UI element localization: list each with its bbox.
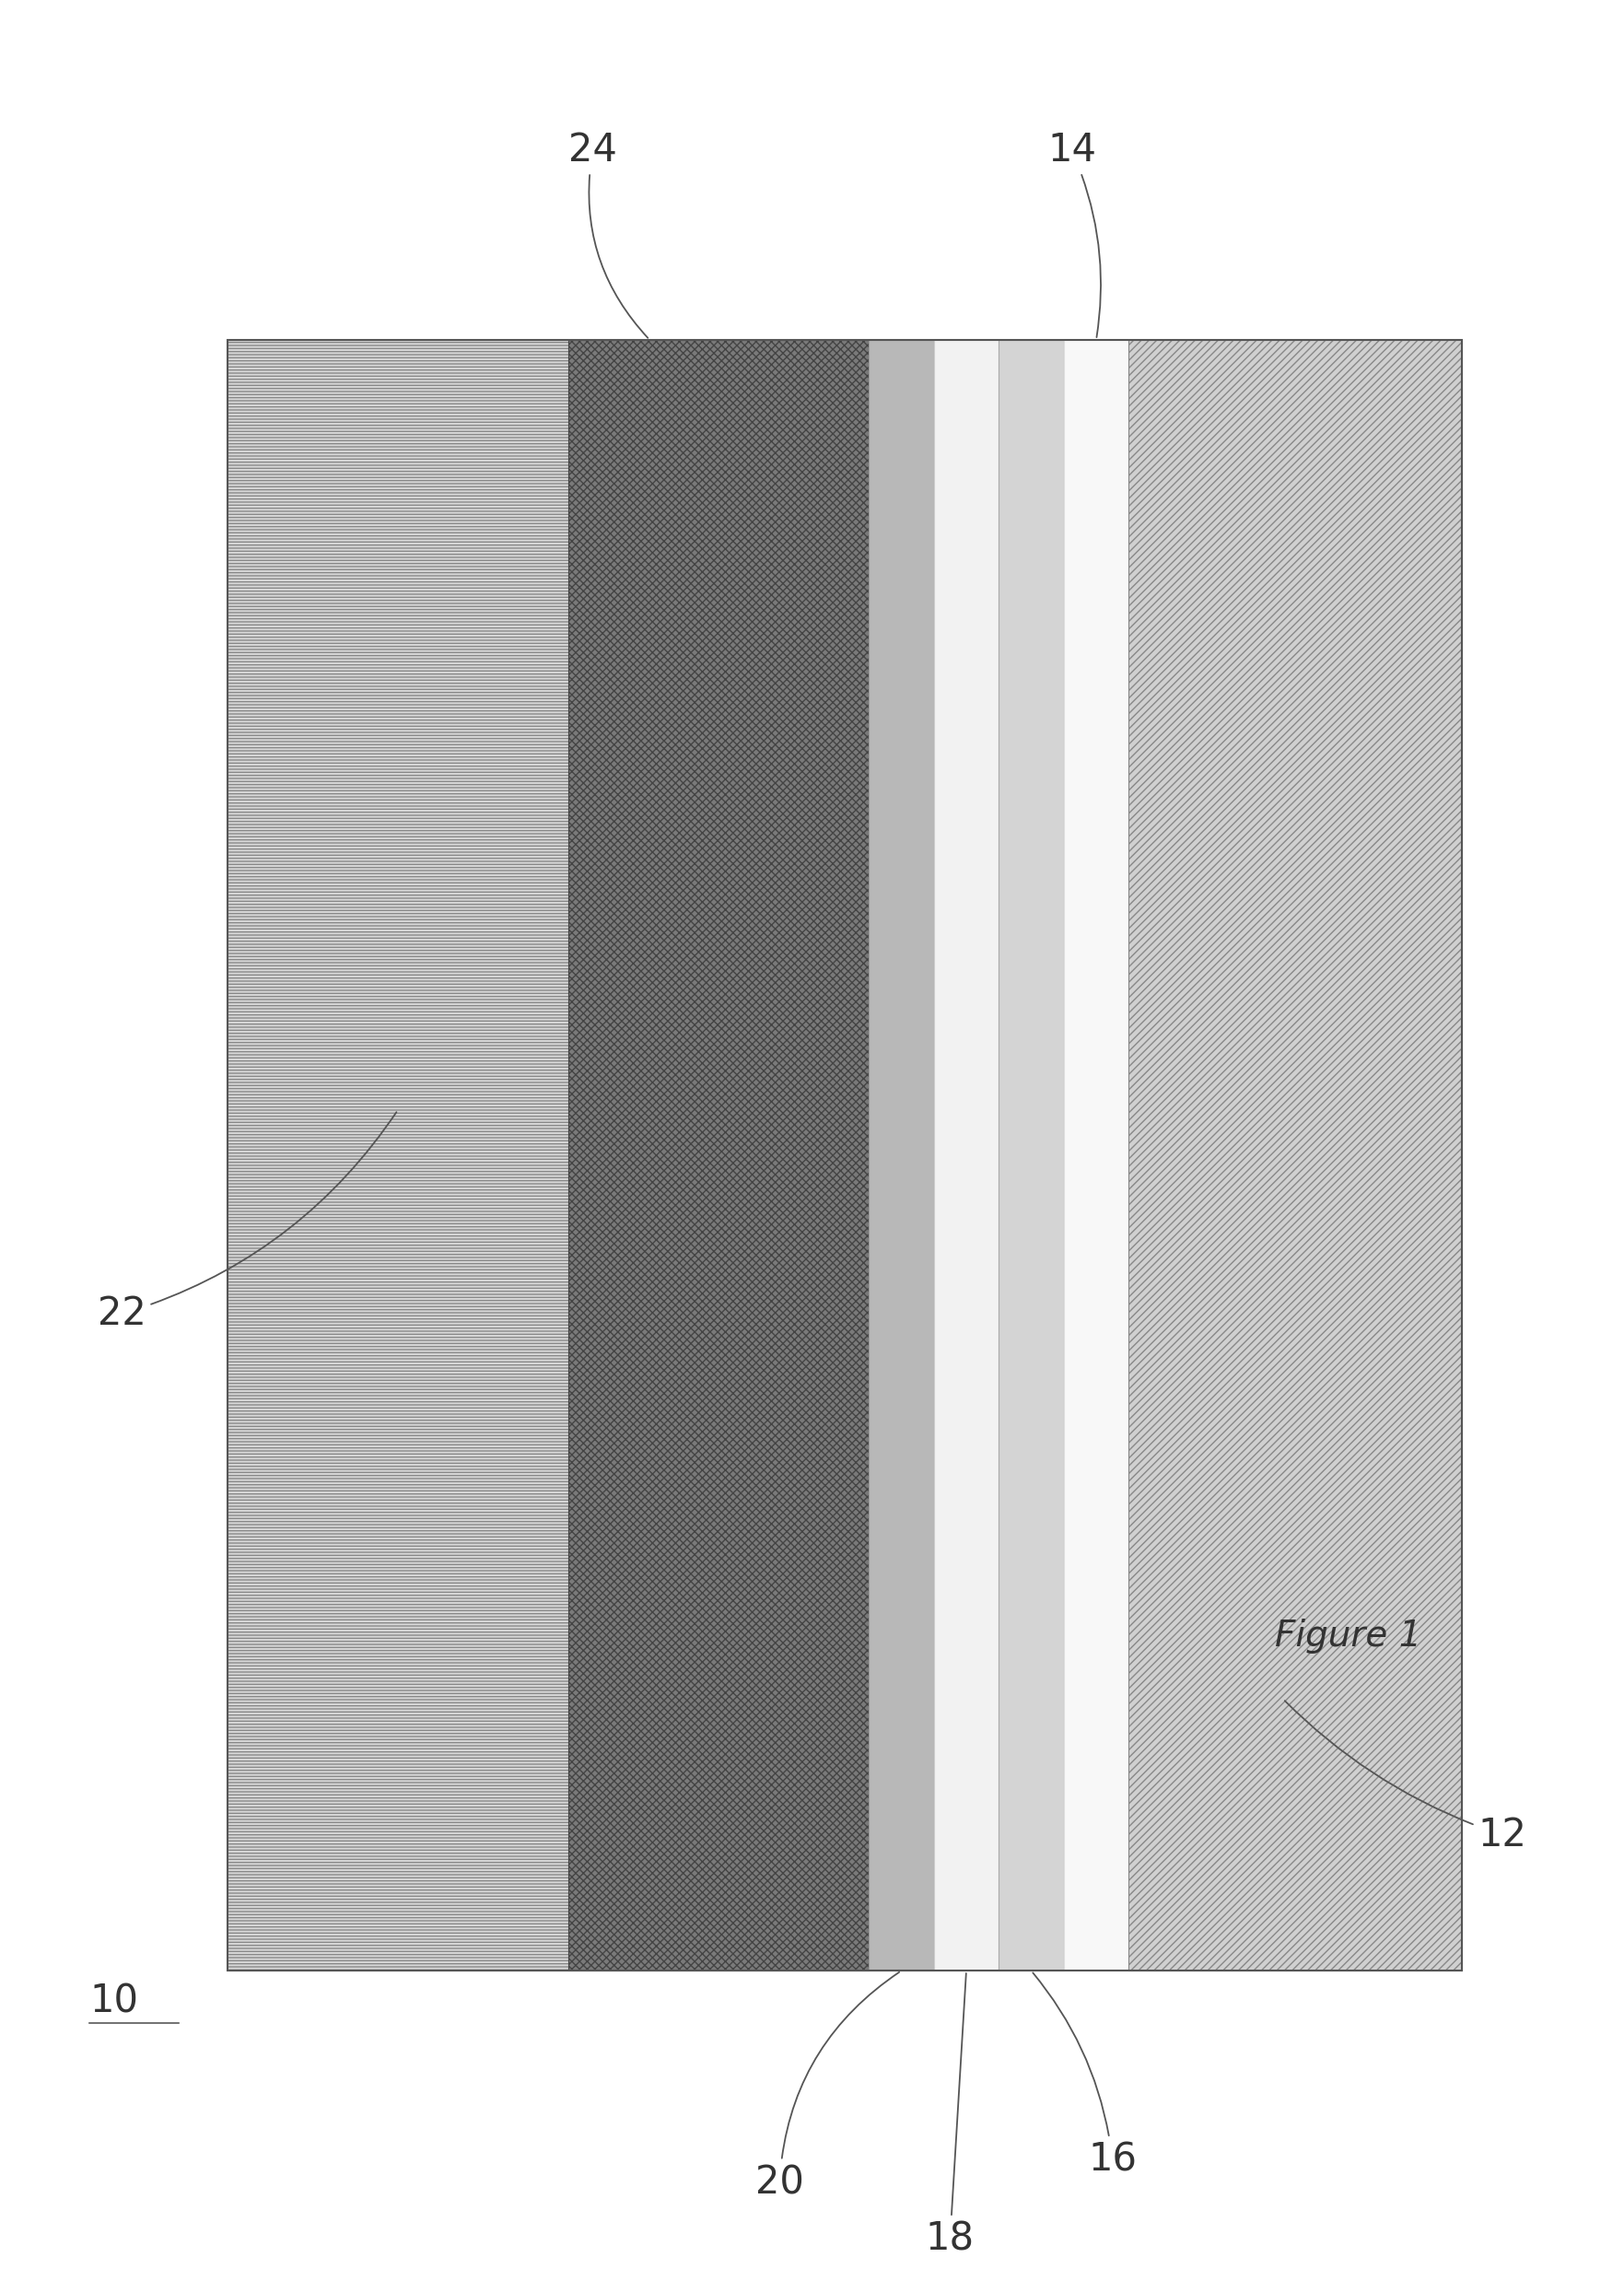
Text: 22: 22 xyxy=(97,1112,396,1334)
Text: 14: 14 xyxy=(1047,132,1101,338)
Text: 12: 12 xyxy=(1285,1702,1527,1854)
Bar xyxy=(999,340,1064,1972)
Bar xyxy=(934,340,999,1972)
Bar xyxy=(869,340,934,1972)
Bar xyxy=(1064,340,1129,1972)
Text: 16: 16 xyxy=(1033,1972,1137,2178)
Text: Figure 1: Figure 1 xyxy=(1275,1618,1421,1654)
Text: 10: 10 xyxy=(89,1983,138,2022)
Bar xyxy=(1129,340,1462,1972)
Bar xyxy=(227,340,568,1972)
Bar xyxy=(227,340,1462,1972)
Text: 18: 18 xyxy=(926,1974,974,2258)
Text: 24: 24 xyxy=(568,132,648,338)
Text: 20: 20 xyxy=(755,1972,900,2201)
Bar xyxy=(568,340,869,1972)
